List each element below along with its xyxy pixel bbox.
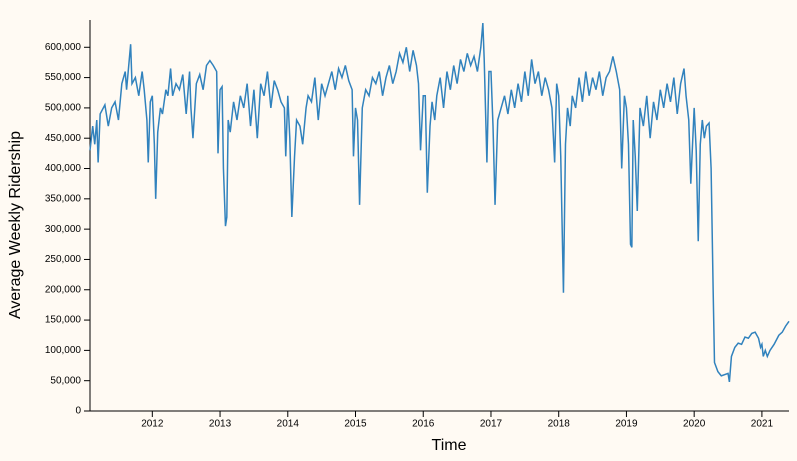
- y-tick-label: 600,000: [45, 42, 82, 53]
- y-tick-label: 50,000: [50, 375, 81, 386]
- x-tick-label: 2013: [209, 419, 232, 430]
- y-tick-label: 100,000: [45, 345, 82, 356]
- y-tick-label: 200,000: [45, 284, 82, 295]
- x-tick-label: 2019: [615, 419, 638, 430]
- y-tick-label: 0: [75, 406, 81, 417]
- y-tick-label: 350,000: [45, 193, 82, 204]
- y-tick-label: 450,000: [45, 133, 82, 144]
- x-tick-label: 2021: [751, 419, 774, 430]
- y-tick-label: 400,000: [45, 163, 82, 174]
- x-tick-label: 2020: [683, 419, 706, 430]
- ridership-line: [89, 22, 790, 383]
- y-tick-label: 550,000: [45, 72, 82, 83]
- y-tick-label: 250,000: [45, 254, 82, 265]
- x-tick-label: 2012: [141, 419, 164, 430]
- y-axis-title: Average Weekly Ridership: [7, 131, 24, 319]
- y-tick-label: 500,000: [45, 103, 82, 114]
- x-tick-label: 2015: [344, 419, 367, 430]
- y-tick-label: 150,000: [45, 315, 82, 326]
- y-tick-label: 300,000: [45, 224, 82, 235]
- x-tick-label: 2018: [548, 419, 571, 430]
- x-tick-label: 2014: [277, 419, 300, 430]
- x-axis-title: Time: [432, 437, 467, 454]
- x-tick-label: 2017: [480, 419, 503, 430]
- x-tick-label: 2016: [412, 419, 435, 430]
